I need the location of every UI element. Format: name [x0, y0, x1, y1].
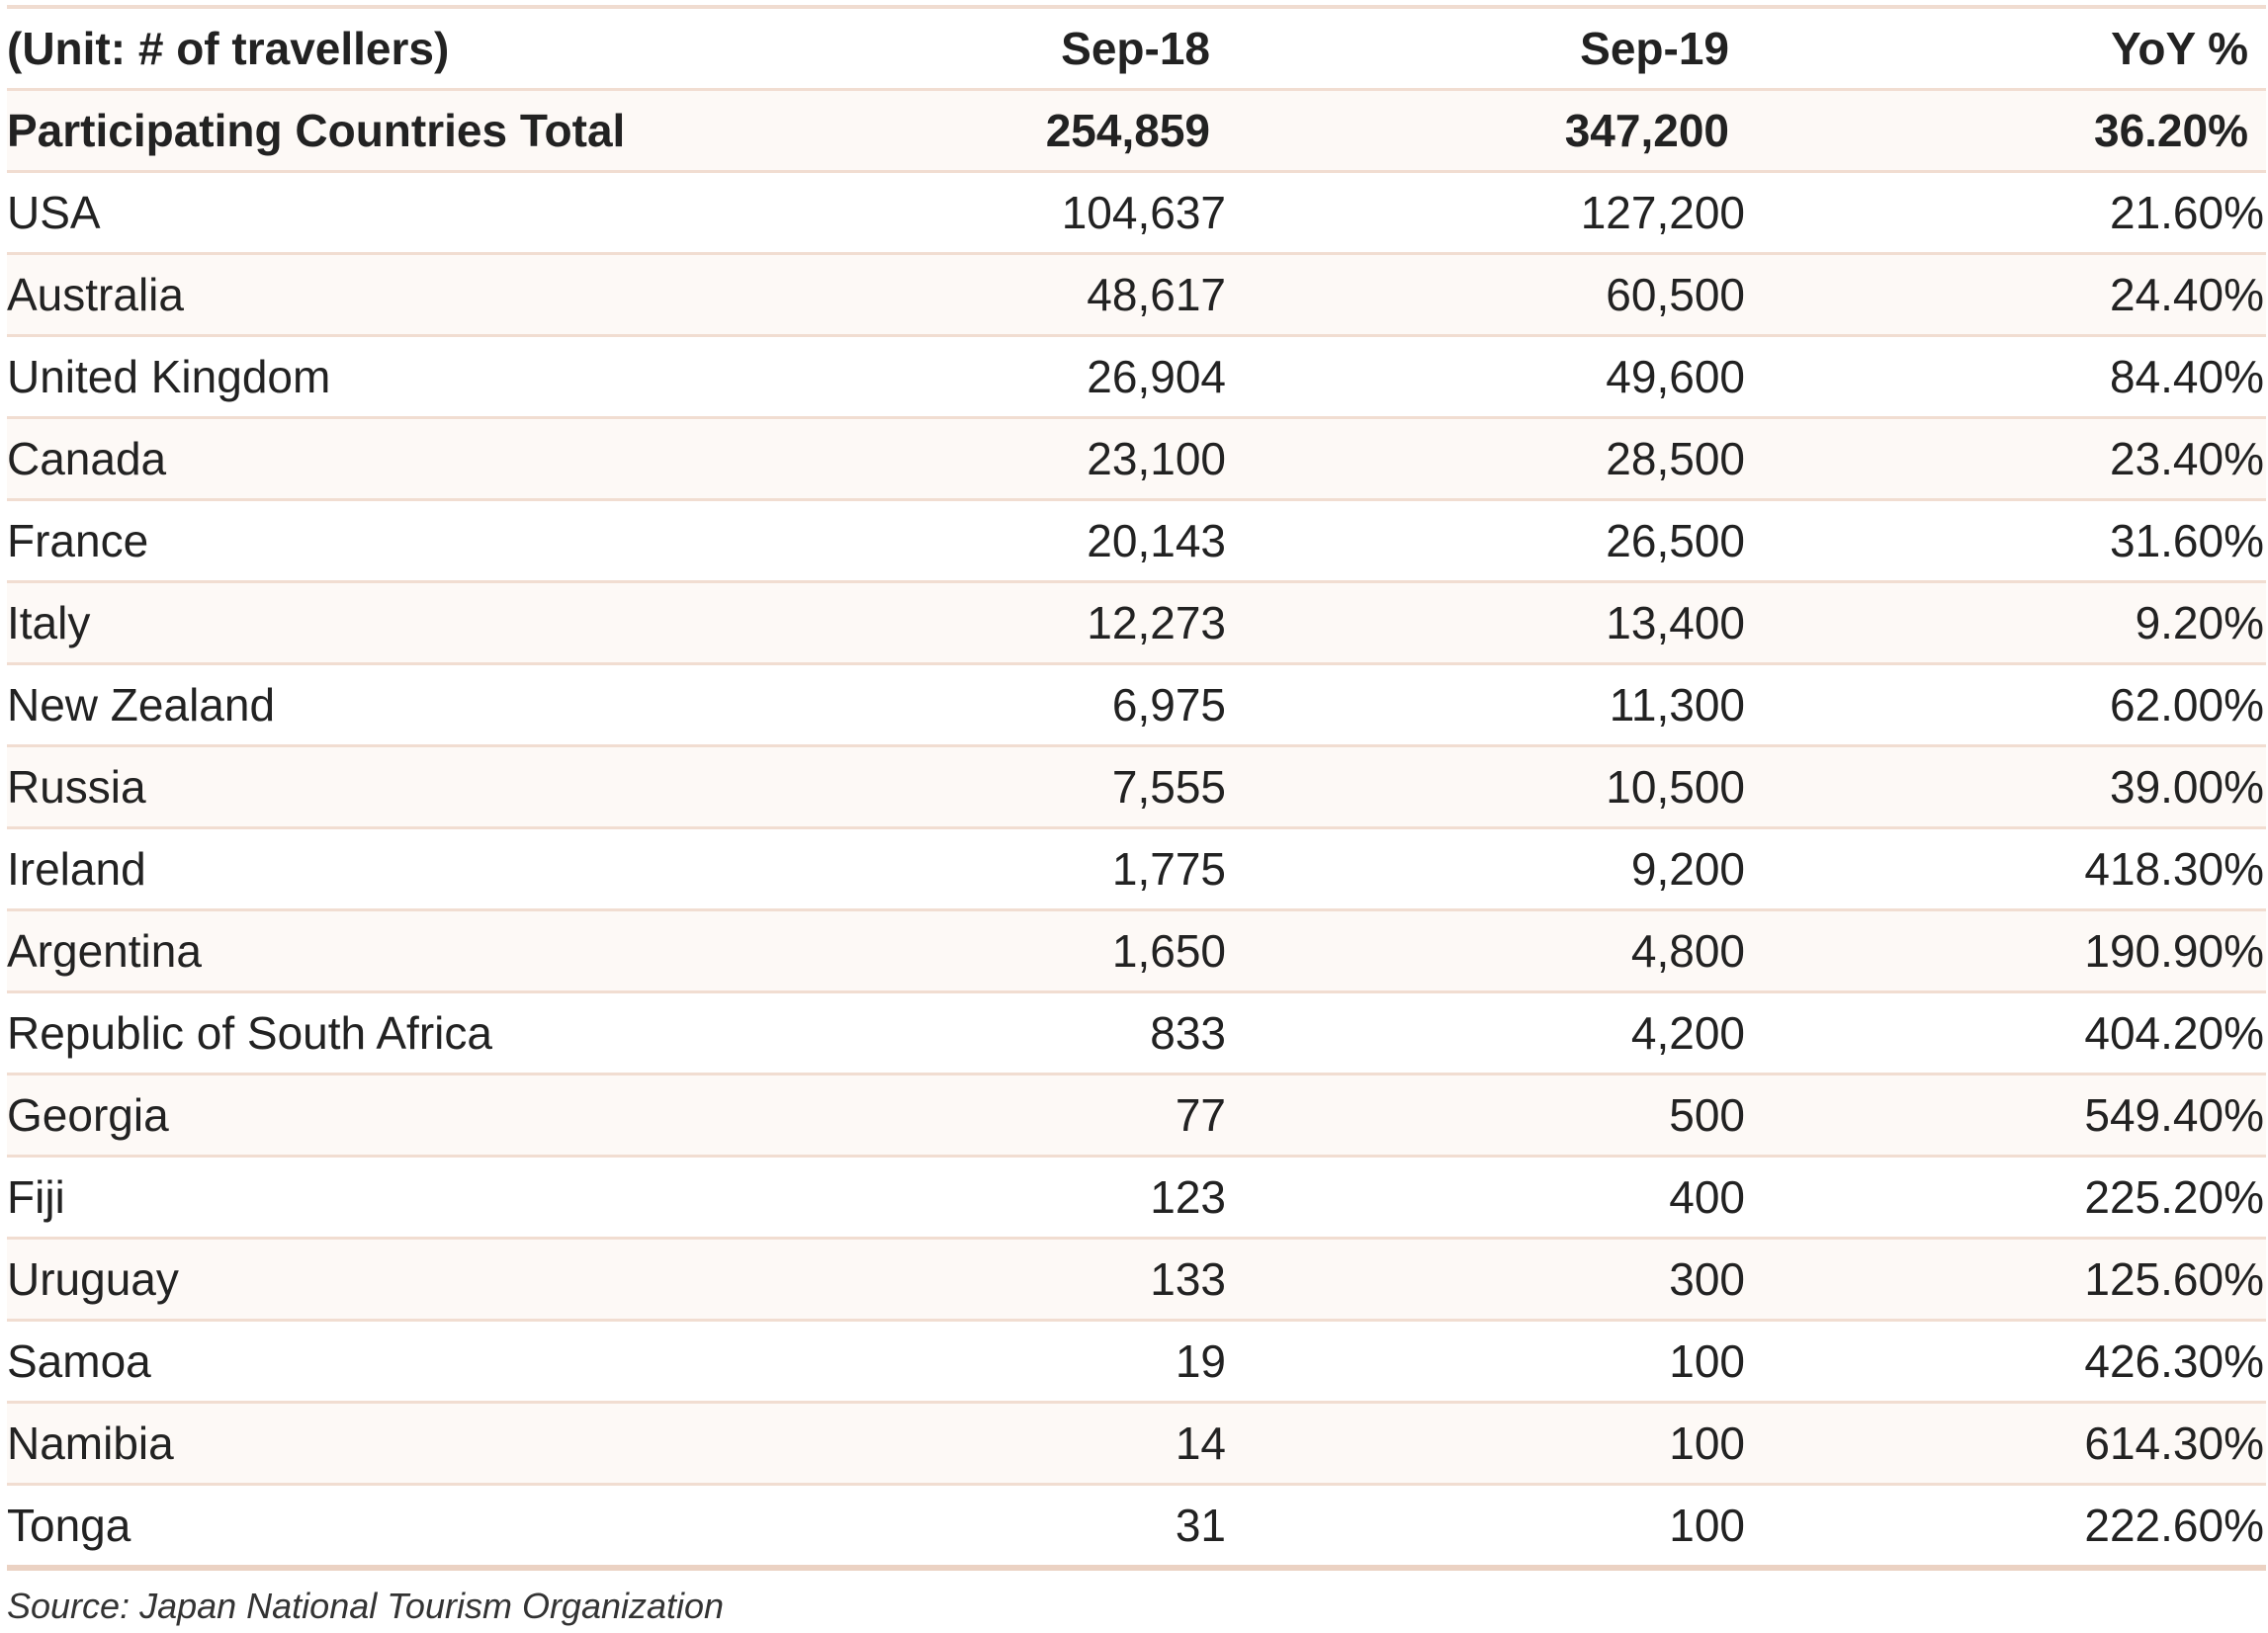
table-row: Samoa 19 100 426.30%	[7, 1320, 2266, 1404]
yoy-cell: 222.60%	[1747, 1484, 2266, 1571]
sep18-cell: 1,775	[897, 827, 1228, 911]
country-cell: Australia	[7, 253, 897, 337]
sep19-cell: 400	[1228, 1156, 1747, 1240]
sep19-cell: 100	[1228, 1320, 1747, 1404]
country-cell: France	[7, 499, 897, 583]
table-row: Canada 23,100 28,500 23.40%	[7, 417, 2266, 501]
country-cell: Fiji	[7, 1156, 897, 1240]
yoy-cell: 614.30%	[1747, 1402, 2266, 1486]
country-cell: Argentina	[7, 909, 897, 993]
data-table-container: (Unit: # of travellers) Sep-18 Sep-19 Yo…	[7, 5, 2266, 1571]
sep19-cell: 100	[1228, 1484, 1747, 1571]
country-cell: Canada	[7, 417, 897, 501]
sep18-cell: 23,100	[897, 417, 1228, 501]
yoy-cell: 62.00%	[1747, 663, 2266, 747]
sep19-cell: 13,400	[1228, 581, 1747, 665]
country-cell: USA	[7, 171, 897, 255]
sep18-cell: 833	[897, 991, 1228, 1075]
table-row: Georgia 77 500 549.40%	[7, 1074, 2266, 1158]
header-sep19: Sep-19	[1228, 7, 1747, 91]
yoy-cell: 418.30%	[1747, 827, 2266, 911]
table-row: Fiji 123 400 225.20%	[7, 1156, 2266, 1240]
country-cell: Georgia	[7, 1074, 897, 1158]
country-cell: Russia	[7, 745, 897, 829]
yoy-cell: 39.00%	[1747, 745, 2266, 829]
yoy-cell: 549.40%	[1747, 1074, 2266, 1158]
yoy-cell: 21.60%	[1747, 171, 2266, 255]
sep19-cell: 500	[1228, 1074, 1747, 1158]
table-row: Italy 12,273 13,400 9.20%	[7, 581, 2266, 665]
sep19-cell: 127,200	[1228, 171, 1747, 255]
sep18-cell: 14	[897, 1402, 1228, 1486]
country-cell: Tonga	[7, 1484, 897, 1571]
table-row: France 20,143 26,500 31.60%	[7, 499, 2266, 583]
country-cell: Republic of South Africa	[7, 991, 897, 1075]
country-cell: Samoa	[7, 1320, 897, 1404]
total-yoy: 36.20%	[1747, 89, 2266, 173]
sep18-cell: 7,555	[897, 745, 1228, 829]
table-row: United Kingdom 26,904 49,600 84.40%	[7, 335, 2266, 419]
yoy-cell: 190.90%	[1747, 909, 2266, 993]
header-unit: (Unit: # of travellers)	[7, 7, 897, 91]
yoy-cell: 24.40%	[1747, 253, 2266, 337]
country-cell: Namibia	[7, 1402, 897, 1486]
yoy-cell: 225.20%	[1747, 1156, 2266, 1240]
yoy-cell: 84.40%	[1747, 335, 2266, 419]
sep19-cell: 4,800	[1228, 909, 1747, 993]
table-row: Tonga 31 100 222.60%	[7, 1484, 2266, 1571]
table-row: Russia 7,555 10,500 39.00%	[7, 745, 2266, 829]
yoy-cell: 31.60%	[1747, 499, 2266, 583]
sep19-cell: 28,500	[1228, 417, 1747, 501]
sep19-cell: 10,500	[1228, 745, 1747, 829]
table-row: New Zealand 6,975 11,300 62.00%	[7, 663, 2266, 747]
sep19-cell: 11,300	[1228, 663, 1747, 747]
table-row: Argentina 1,650 4,800 190.90%	[7, 909, 2266, 993]
sep19-cell: 49,600	[1228, 335, 1747, 419]
yoy-cell: 426.30%	[1747, 1320, 2266, 1404]
table-row: Republic of South Africa 833 4,200 404.20%	[7, 991, 2266, 1075]
table-row: Uruguay 133 300 125.60%	[7, 1238, 2266, 1322]
sep18-cell: 104,637	[897, 171, 1228, 255]
sep19-cell: 60,500	[1228, 253, 1747, 337]
country-cell: Uruguay	[7, 1238, 897, 1322]
table-row: Namibia 14 100 614.30%	[7, 1402, 2266, 1486]
sep18-cell: 48,617	[897, 253, 1228, 337]
country-cell: Ireland	[7, 827, 897, 911]
yoy-cell: 125.60%	[1747, 1238, 2266, 1322]
country-cell: United Kingdom	[7, 335, 897, 419]
header-yoy: YoY %	[1747, 7, 2266, 91]
sep18-cell: 20,143	[897, 499, 1228, 583]
total-row: Participating Countries Total 254,859 34…	[7, 89, 2266, 173]
yoy-cell: 9.20%	[1747, 581, 2266, 665]
sep18-cell: 26,904	[897, 335, 1228, 419]
yoy-cell: 23.40%	[1747, 417, 2266, 501]
sep19-cell: 300	[1228, 1238, 1747, 1322]
table-row: USA 104,637 127,200 21.60%	[7, 171, 2266, 255]
sep19-cell: 100	[1228, 1402, 1747, 1486]
sep18-cell: 6,975	[897, 663, 1228, 747]
sep18-cell: 123	[897, 1156, 1228, 1240]
country-cell: New Zealand	[7, 663, 897, 747]
sep19-cell: 4,200	[1228, 991, 1747, 1075]
yoy-cell: 404.20%	[1747, 991, 2266, 1075]
table-row: Australia 48,617 60,500 24.40%	[7, 253, 2266, 337]
table-row: Ireland 1,775 9,200 418.30%	[7, 827, 2266, 911]
source-note: Source: Japan National Tourism Organizat…	[7, 1586, 725, 1626]
country-cell: Italy	[7, 581, 897, 665]
sep18-cell: 133	[897, 1238, 1228, 1322]
total-label: Participating Countries Total	[7, 89, 897, 173]
sep18-cell: 19	[897, 1320, 1228, 1404]
sep18-cell: 77	[897, 1074, 1228, 1158]
total-sep19: 347,200	[1228, 89, 1747, 173]
table-header-row: (Unit: # of travellers) Sep-18 Sep-19 Yo…	[7, 7, 2266, 91]
header-sep18: Sep-18	[897, 7, 1228, 91]
sep19-cell: 26,500	[1228, 499, 1747, 583]
travellers-table: (Unit: # of travellers) Sep-18 Sep-19 Yo…	[7, 5, 2266, 1571]
sep18-cell: 1,650	[897, 909, 1228, 993]
sep18-cell: 31	[897, 1484, 1228, 1571]
sep19-cell: 9,200	[1228, 827, 1747, 911]
sep18-cell: 12,273	[897, 581, 1228, 665]
total-sep18: 254,859	[897, 89, 1228, 173]
